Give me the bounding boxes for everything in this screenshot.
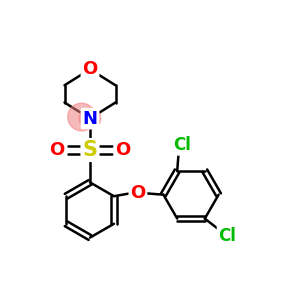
Text: S: S: [82, 140, 98, 160]
Text: O: O: [116, 141, 130, 159]
Text: Cl: Cl: [218, 227, 236, 245]
Circle shape: [79, 108, 101, 129]
Circle shape: [68, 103, 95, 131]
Text: Cl: Cl: [173, 136, 191, 154]
Text: O: O: [50, 141, 64, 159]
Text: O: O: [130, 184, 146, 202]
Text: O: O: [82, 60, 98, 78]
Text: N: N: [82, 110, 98, 128]
